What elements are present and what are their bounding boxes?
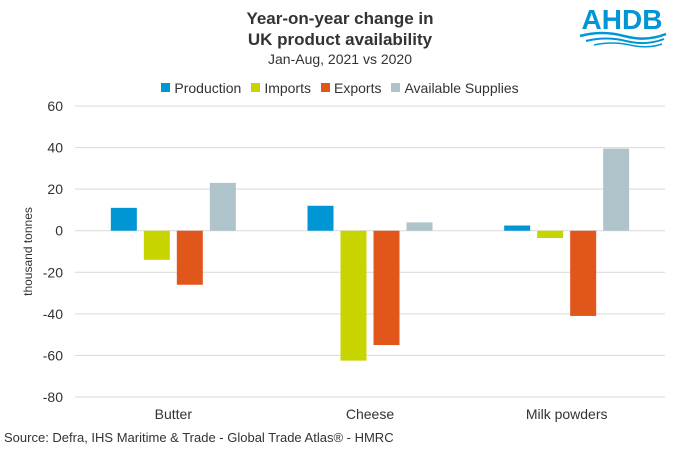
bar-imports xyxy=(143,230,170,260)
chart-title: Year-on-year change in UK product availa… xyxy=(150,8,530,50)
y-tick-label: 20 xyxy=(47,181,63,197)
y-tick-label: -60 xyxy=(43,347,63,363)
bar-exports xyxy=(373,230,400,346)
bar-production xyxy=(307,205,334,231)
ahdb-logo: AHDB xyxy=(579,4,667,48)
chart-title-line-1: Year-on-year change in xyxy=(246,9,434,28)
logo-wave-3 xyxy=(593,42,663,48)
legend-label: Production xyxy=(174,80,242,96)
y-axis-title: thousand tonnes xyxy=(21,207,35,296)
bar-production xyxy=(504,225,531,231)
bar-available-supplies xyxy=(209,182,236,231)
bar-imports xyxy=(537,230,564,238)
bar-available-supplies xyxy=(603,148,630,231)
bar-available-supplies xyxy=(406,222,433,231)
y-tick-label: -40 xyxy=(43,306,63,322)
bar-production xyxy=(110,207,137,231)
legend-swatch xyxy=(161,83,171,92)
source-note: Source: Defra, IHS Maritime & Trade - Gl… xyxy=(4,430,394,445)
bar-exports xyxy=(176,230,203,285)
legend-label: Exports xyxy=(334,80,382,96)
legend-item: Available Supplies xyxy=(391,80,519,96)
x-category-label: Butter xyxy=(155,406,193,422)
legend-item: Exports xyxy=(321,80,381,96)
x-category-label: Milk powders xyxy=(526,406,608,422)
legend-label: Available Supplies xyxy=(404,80,519,96)
chart-subtitle: Jan-Aug, 2021 vs 2020 xyxy=(268,51,412,67)
logo-wave-1 xyxy=(579,31,667,40)
y-tick-label: -80 xyxy=(43,389,63,405)
y-tick-label: 0 xyxy=(55,223,63,239)
bar-exports xyxy=(570,230,597,316)
x-category-label: Cheese xyxy=(346,406,394,422)
y-tick-label: 60 xyxy=(47,98,63,114)
y-tick-label: -20 xyxy=(43,264,63,280)
legend-item: Imports xyxy=(251,80,311,96)
logo-wave-2 xyxy=(585,37,665,45)
bar-imports xyxy=(340,230,367,361)
legend-swatch xyxy=(251,83,261,92)
chart-legend: Production Imports Exports Available Suppli… xyxy=(0,80,680,96)
legend-item: Production xyxy=(161,80,241,96)
ahdb-logo-text: AHDB xyxy=(582,4,663,35)
legend-label: Imports xyxy=(264,80,311,96)
y-tick-label: 40 xyxy=(47,140,63,156)
legend-swatch xyxy=(321,83,330,92)
legend-swatch xyxy=(391,83,401,92)
chart-title-line-2: UK product availability xyxy=(247,30,433,49)
